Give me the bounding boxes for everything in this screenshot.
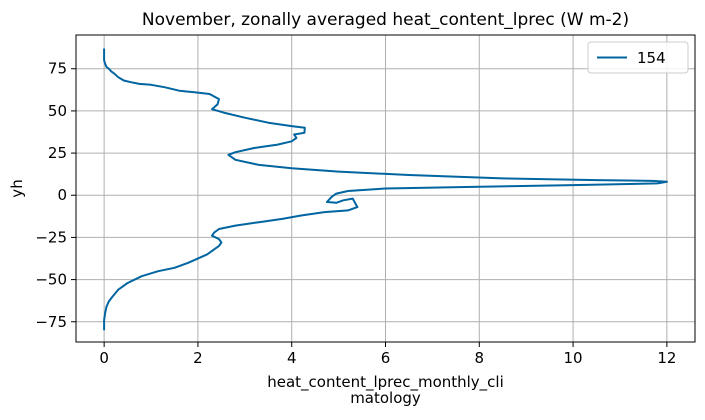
series-line bbox=[103, 48, 668, 331]
y-tick-label: 25 bbox=[48, 144, 67, 162]
y-axis-label: yh bbox=[8, 179, 26, 197]
x-tick-label: 8 bbox=[475, 349, 485, 367]
y-tick-label: 50 bbox=[48, 102, 67, 120]
x-tick-label: 6 bbox=[381, 349, 391, 367]
y-tick-label: −25 bbox=[35, 228, 67, 246]
y-tick-label: 75 bbox=[48, 60, 67, 78]
x-tick-label: 4 bbox=[287, 349, 297, 367]
y-tick-label: −50 bbox=[35, 271, 67, 289]
x-tick-label: 0 bbox=[99, 349, 109, 367]
x-tick-label: 12 bbox=[657, 349, 676, 367]
x-axis-label-line-2: matology bbox=[350, 389, 421, 407]
x-axis-ticks: 0 2 4 6 8 10 12 bbox=[99, 342, 676, 367]
y-tick-label: 0 bbox=[57, 186, 67, 204]
x-tick-label: 2 bbox=[193, 349, 203, 367]
legend: 154 bbox=[587, 41, 689, 74]
x-tick-label: 10 bbox=[564, 349, 583, 367]
series-layer bbox=[103, 48, 668, 331]
x-axis-label-line-1: heat_content_lprec_monthly_cli bbox=[267, 373, 504, 392]
y-axis-ticks: −75 −50 −25 0 25 50 75 bbox=[35, 60, 76, 331]
legend-box bbox=[587, 41, 689, 74]
y-tick-label: −75 bbox=[35, 313, 67, 331]
chart-title: November, zonally averaged heat_content_… bbox=[142, 10, 629, 30]
legend-label: 154 bbox=[637, 49, 666, 67]
